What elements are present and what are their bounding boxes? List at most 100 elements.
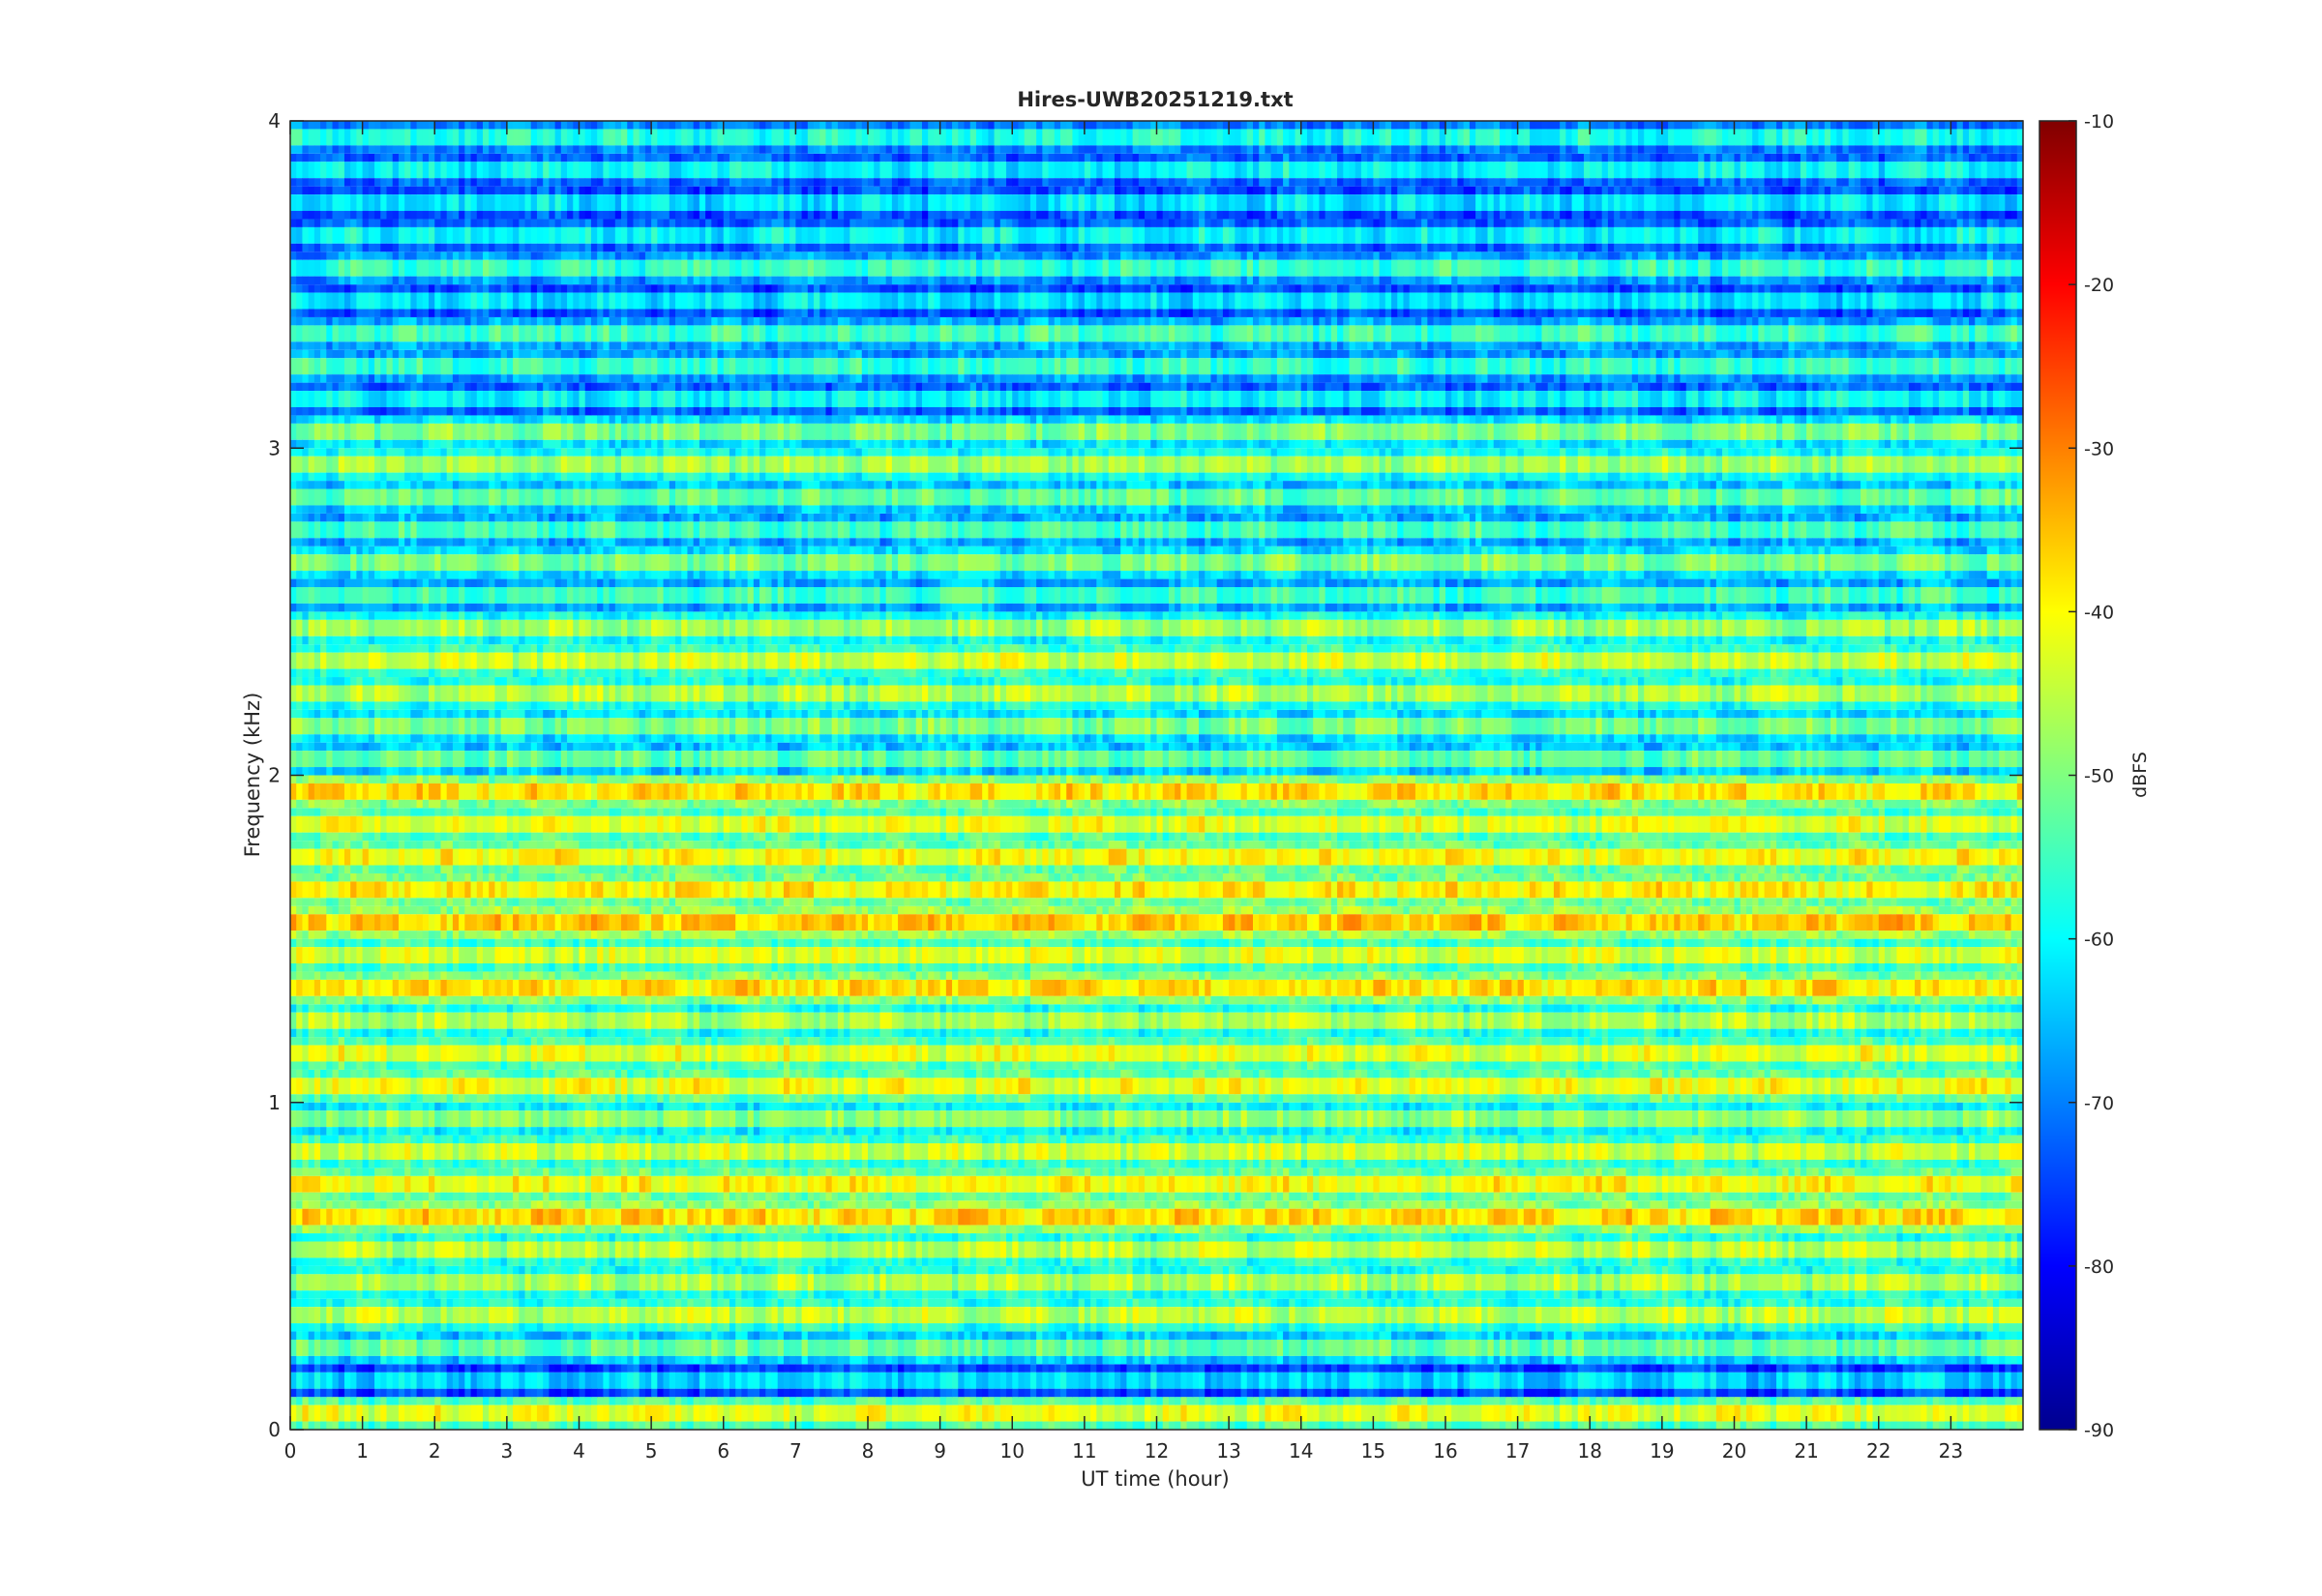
heatmap-cell [952, 1405, 959, 1422]
heatmap-cell [1535, 1397, 1542, 1404]
heatmap-cell [580, 1356, 586, 1364]
heatmap-cell [1115, 1307, 1121, 1323]
heatmap-cell [772, 1364, 779, 1372]
heatmap-cell [1735, 1307, 1742, 1323]
heatmap-cell [1866, 1364, 1873, 1372]
heatmap-cell [633, 1364, 640, 1372]
heatmap-cell [1565, 1373, 1572, 1389]
heatmap-cell [922, 1356, 929, 1364]
heatmap-cell [1397, 1332, 1404, 1340]
heatmap-cell [1681, 1397, 1687, 1404]
heatmap-cell [1530, 1356, 1536, 1364]
heatmap-cell [459, 1373, 465, 1389]
heatmap-cell [1103, 1405, 1110, 1422]
heatmap-cell [784, 1397, 790, 1404]
heatmap-cell [808, 1364, 815, 1372]
heatmap-cell [1175, 1422, 1181, 1430]
heatmap-cell [1120, 1397, 1127, 1404]
heatmap-cell [1150, 1299, 1157, 1307]
heatmap-cell [591, 1299, 598, 1307]
heatmap-cell [1115, 1340, 1121, 1356]
heatmap-cell [898, 1397, 905, 1404]
heatmap-cell [640, 1299, 646, 1307]
heatmap-cell [1325, 1307, 1332, 1323]
heatmap-cell [290, 1397, 297, 1404]
heatmap-cell [1741, 1405, 1747, 1422]
heatmap-cell [537, 1340, 544, 1356]
heatmap-cell [1711, 1299, 1717, 1307]
heatmap-cell [874, 1397, 880, 1404]
heatmap-cell [1831, 1356, 1837, 1364]
heatmap-cell [1896, 1299, 1903, 1307]
heatmap-cell [1939, 1340, 1946, 1356]
heatmap-cell [849, 1299, 856, 1307]
heatmap-cell [1866, 1422, 1873, 1430]
heatmap-cell [1030, 1389, 1037, 1397]
heatmap-cell [970, 1340, 977, 1356]
heatmap-cell [1109, 1340, 1116, 1356]
heatmap-cell [772, 1356, 779, 1364]
heatmap-cell [387, 1356, 394, 1364]
heatmap-cell [1421, 1340, 1428, 1356]
heatmap-cell [772, 1405, 779, 1422]
heatmap-cell [1319, 1323, 1325, 1331]
heatmap-cell [314, 1340, 321, 1356]
heatmap-cell [1457, 1405, 1464, 1422]
heatmap-cell [1782, 1356, 1789, 1364]
heatmap-cell [892, 1397, 899, 1404]
heatmap-cell [434, 1389, 441, 1397]
heatmap-cell [1668, 1373, 1675, 1389]
heatmap-cell [886, 1373, 893, 1389]
heatmap-cell [1475, 1356, 1482, 1364]
heatmap-cell [1999, 1389, 2006, 1397]
heatmap-cell [549, 1422, 555, 1430]
heatmap-cell [1440, 1340, 1446, 1356]
heatmap-cell [1145, 1340, 1151, 1356]
heatmap-cell [795, 1364, 802, 1372]
heatmap-cell [664, 1340, 670, 1356]
heatmap-cell [531, 1373, 538, 1389]
heatmap-cell [1397, 1422, 1404, 1430]
heatmap-cell [976, 1340, 983, 1356]
heatmap-cell [494, 1389, 501, 1397]
heatmap-cell [892, 1323, 899, 1331]
heatmap-cell [1548, 1323, 1555, 1331]
heatmap-cell [1849, 1405, 1856, 1422]
heatmap-cell [995, 1307, 1001, 1323]
heatmap-cell [555, 1340, 562, 1356]
heatmap-cell [705, 1299, 712, 1307]
heatmap-cell [1283, 1405, 1290, 1422]
heatmap-cell [1133, 1422, 1140, 1430]
heatmap-cell [982, 1389, 989, 1397]
heatmap-cell [1445, 1389, 1452, 1397]
heatmap-cell [525, 1299, 532, 1307]
heatmap-cell [681, 1373, 688, 1389]
heatmap-cell [1849, 1299, 1856, 1307]
heatmap-cell [567, 1364, 574, 1372]
heatmap-cell [1000, 1307, 1007, 1323]
heatmap-cell [651, 1422, 658, 1430]
heatmap-cell [784, 1299, 790, 1307]
heatmap-cell [1548, 1389, 1555, 1397]
heatmap-cell [675, 1397, 682, 1404]
heatmap-cell [477, 1340, 484, 1356]
heatmap-cell [1933, 1340, 1940, 1356]
heatmap-cell [1145, 1373, 1151, 1389]
heatmap-cell [477, 1323, 484, 1331]
heatmap-cell [1711, 1323, 1717, 1331]
heatmap-cell [1072, 1307, 1079, 1323]
heatmap-cell [965, 1323, 971, 1331]
heatmap-cell [1265, 1307, 1271, 1323]
heatmap-cell [513, 1373, 520, 1389]
heatmap-cell [1350, 1340, 1356, 1356]
heatmap-cell [1464, 1307, 1471, 1323]
heatmap-cell [1301, 1397, 1308, 1404]
heatmap-cell [789, 1373, 796, 1389]
heatmap-cell [1434, 1323, 1441, 1331]
heatmap-cell [1103, 1332, 1110, 1340]
heatmap-cell [1776, 1332, 1783, 1340]
chart-title: Hires-UWB20251219.txt [1017, 88, 1293, 111]
heatmap-cell [1000, 1364, 1007, 1372]
heatmap-cell [988, 1405, 995, 1422]
heatmap-cell [1090, 1364, 1097, 1372]
